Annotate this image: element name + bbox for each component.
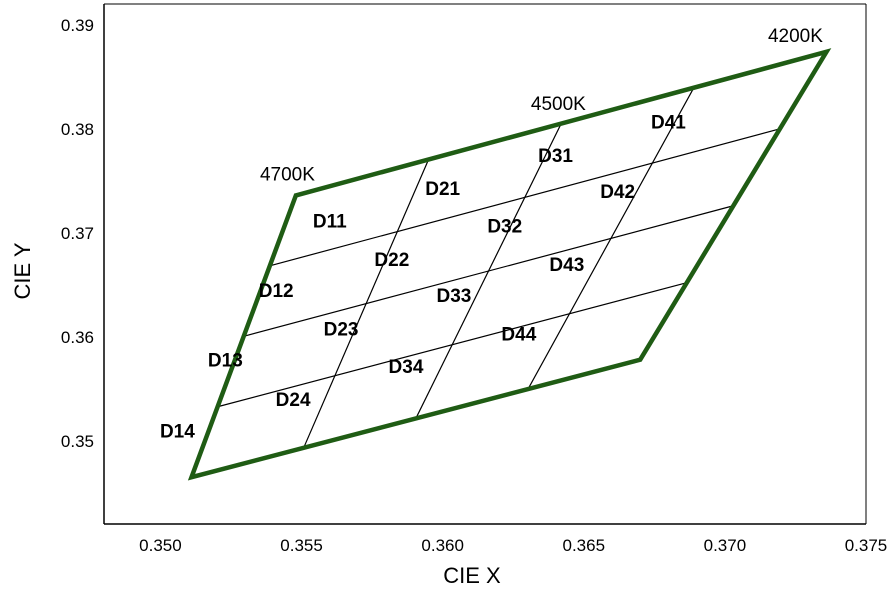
cell-label-d14: D14: [160, 421, 195, 442]
cell-label-d31: D31: [538, 146, 573, 167]
y-tick-label: 0.35: [61, 432, 94, 451]
grid-line-column: [527, 87, 695, 390]
y-tick-label: 0.37: [61, 224, 94, 243]
cell-label-d32: D32: [487, 217, 522, 238]
cell-label-d42: D42: [600, 182, 635, 203]
x-tick-label: 0.355: [280, 536, 323, 555]
cell-label-d33: D33: [437, 286, 472, 307]
y-tick-label: 0.38: [61, 120, 94, 139]
cell-label-d11: D11: [313, 211, 347, 232]
labels-layer: D11 D12 D13 D14 D21 D22 D23 D24 D31 D32 D33 D34 D41 D…: [160, 26, 823, 442]
axes: 0.350 0.355 0.360 0.365 0.370 0.375 0.35 0.36 0.…: [10, 3, 888, 588]
x-tick-label: 0.370: [704, 536, 747, 555]
cell-label-d13: D13: [208, 351, 243, 372]
y-tick-label: 0.36: [61, 328, 94, 347]
plot-area: [187, 48, 832, 481]
grid-line-row: [217, 282, 687, 408]
cct-label-4700k: 4700K: [260, 165, 315, 186]
cell-label-d24: D24: [276, 390, 311, 411]
x-tick-label: 0.365: [563, 536, 606, 555]
cell-label-d44: D44: [501, 325, 536, 346]
x-axis-title: CIE X: [443, 563, 501, 588]
y-tick-label: 0.39: [61, 16, 94, 35]
cell-label-d21: D21: [425, 179, 460, 200]
cct-label-4200k: 4200K: [768, 26, 823, 47]
cell-label-d34: D34: [389, 357, 424, 378]
grid-line-column: [415, 123, 562, 419]
x-tick-label: 0.375: [845, 536, 888, 555]
cell-label-d23: D23: [324, 319, 359, 340]
x-tick-label: 0.360: [421, 536, 464, 555]
x-tick-label: 0.350: [139, 536, 182, 555]
cell-label-d12: D12: [259, 281, 294, 302]
bin-outline: [187, 48, 832, 481]
cell-label-d43: D43: [549, 255, 584, 276]
cell-label-d41: D41: [651, 113, 686, 134]
cell-label-d22: D22: [374, 250, 409, 271]
y-axis-title: CIE Y: [10, 242, 35, 299]
cct-label-4500k: 4500K: [531, 94, 586, 115]
